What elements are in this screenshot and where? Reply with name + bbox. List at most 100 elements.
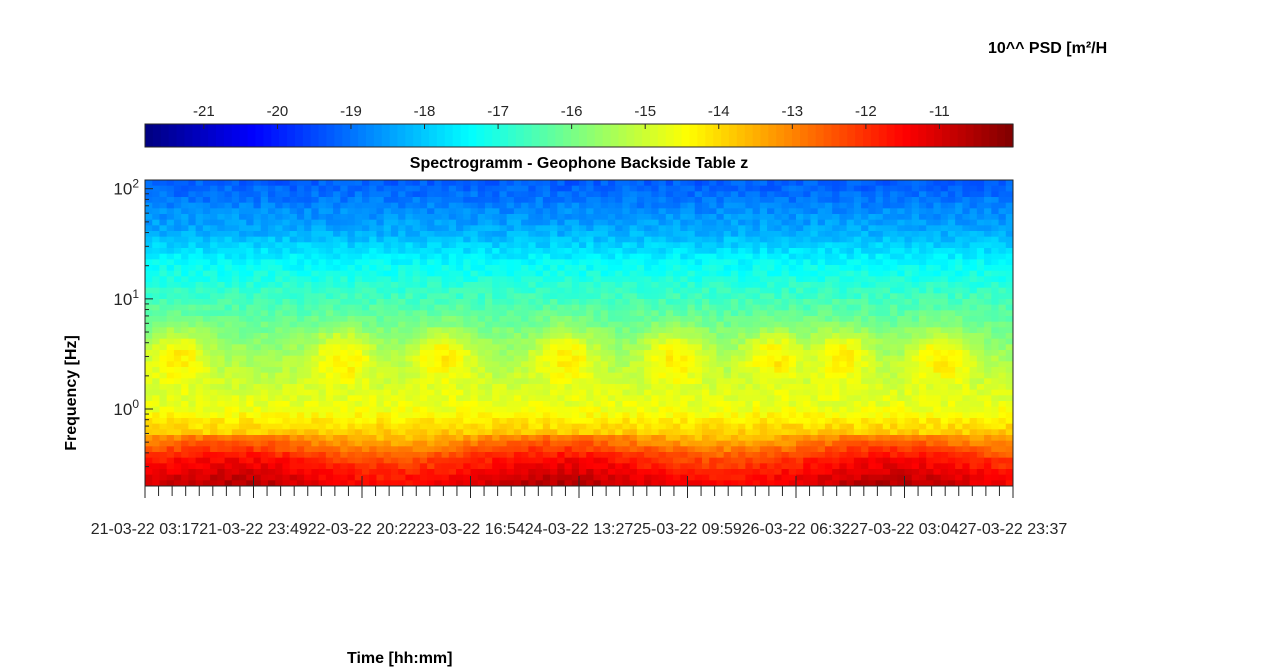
heatmap-cell xyxy=(716,242,725,249)
heatmap-cell xyxy=(521,276,529,283)
heatmap-cell xyxy=(904,367,913,374)
heatmap-cell xyxy=(658,304,667,311)
heatmap-cell xyxy=(962,310,971,317)
heatmap-cell xyxy=(933,236,942,243)
colorbar-tick-label: -13 xyxy=(781,103,803,120)
heatmap-cell xyxy=(738,225,746,232)
heatmap-cell xyxy=(296,276,305,283)
heatmap-cell xyxy=(853,401,862,408)
heatmap-cell xyxy=(542,282,551,289)
heatmap-cell xyxy=(448,191,457,198)
heatmap-cell xyxy=(289,202,298,209)
heatmap-cell xyxy=(890,214,898,221)
heatmap-cell xyxy=(470,372,479,379)
heatmap-cell xyxy=(145,276,153,283)
heatmap-cell xyxy=(607,316,616,323)
heatmap-cell xyxy=(709,361,717,368)
heatmap-cell xyxy=(159,299,168,306)
heatmap-cell xyxy=(904,372,913,379)
heatmap-cell xyxy=(434,265,443,272)
heatmap-cell xyxy=(470,225,479,232)
heatmap-cell xyxy=(239,327,247,334)
heatmap-cell xyxy=(600,287,609,294)
heatmap-cell xyxy=(810,361,819,368)
heatmap-cell xyxy=(434,293,443,300)
heatmap-cell xyxy=(484,282,493,289)
heatmap-cell xyxy=(173,208,182,215)
heatmap-cell xyxy=(832,333,840,340)
heatmap-cell xyxy=(521,389,529,396)
heatmap-cell xyxy=(289,270,298,277)
heatmap-cell xyxy=(687,321,696,328)
heatmap-cell xyxy=(239,253,247,260)
heatmap-cell xyxy=(694,197,703,204)
heatmap-cell xyxy=(296,406,305,413)
heatmap-cell xyxy=(658,197,667,204)
heatmap-cell xyxy=(947,310,956,317)
heatmap-cell xyxy=(477,202,486,209)
heatmap-cell xyxy=(340,344,349,351)
heatmap-cell xyxy=(267,293,276,300)
heatmap-cell xyxy=(868,355,877,362)
heatmap-cell xyxy=(535,389,544,396)
heatmap-cell xyxy=(506,401,515,408)
heatmap-cell xyxy=(571,367,580,374)
heatmap-cell xyxy=(535,316,544,323)
colorbar-segment xyxy=(799,124,809,147)
heatmap-cell xyxy=(521,214,529,221)
heatmap-cell xyxy=(716,384,725,391)
heatmap-cell xyxy=(239,361,247,368)
heatmap-cell xyxy=(181,180,189,187)
heatmap-cell xyxy=(759,316,768,323)
heatmap-cell xyxy=(571,191,580,198)
heatmap-cell xyxy=(441,361,450,368)
heatmap-cell xyxy=(586,236,594,243)
heatmap-cell xyxy=(694,316,703,323)
heatmap-cell xyxy=(752,180,761,187)
heatmap-cell xyxy=(962,304,971,311)
heatmap-cell xyxy=(658,344,667,351)
heatmap-cell xyxy=(991,208,1000,215)
heatmap-cell xyxy=(694,333,703,340)
heatmap-cell xyxy=(600,304,609,311)
heatmap-cell xyxy=(362,185,370,192)
heatmap-cell xyxy=(701,253,710,260)
heatmap-cell xyxy=(477,225,486,232)
heatmap-cell xyxy=(369,282,377,289)
heatmap-cell xyxy=(824,214,833,221)
heatmap-cell xyxy=(513,321,522,328)
heatmap-cell xyxy=(752,384,761,391)
heatmap-cell xyxy=(868,248,877,255)
heatmap-cell xyxy=(557,367,566,374)
heatmap-cell xyxy=(369,304,377,311)
heatmap-cell xyxy=(217,180,226,187)
heatmap-cell xyxy=(499,248,508,255)
heatmap-cell xyxy=(304,372,312,379)
heatmap-cell xyxy=(513,350,522,357)
heatmap-cell xyxy=(745,316,754,323)
heatmap-cell xyxy=(709,384,717,391)
heatmap-cell xyxy=(296,350,305,357)
heatmap-cell xyxy=(492,327,500,334)
heatmap-cell xyxy=(260,253,269,260)
heatmap-cell xyxy=(246,253,254,260)
heatmap-cell xyxy=(810,293,819,300)
heatmap-cell xyxy=(202,242,211,249)
heatmap-cell xyxy=(976,350,985,357)
heatmap-cell xyxy=(202,236,211,243)
heatmap-cell xyxy=(955,378,963,385)
heatmap-cell xyxy=(991,367,1000,374)
colorbar-segment xyxy=(807,124,817,147)
heatmap-cell xyxy=(564,253,573,260)
heatmap-cell xyxy=(188,282,197,289)
heatmap-cell xyxy=(159,242,168,249)
heatmap-cell xyxy=(940,316,949,323)
heatmap-cell xyxy=(231,208,240,215)
heatmap-cell xyxy=(940,355,949,362)
heatmap-cell xyxy=(969,338,978,345)
heatmap-cell xyxy=(506,231,515,238)
heatmap-cell xyxy=(195,406,204,413)
heatmap-cell xyxy=(231,384,240,391)
heatmap-cell xyxy=(152,287,160,294)
heatmap-cell xyxy=(325,253,334,260)
